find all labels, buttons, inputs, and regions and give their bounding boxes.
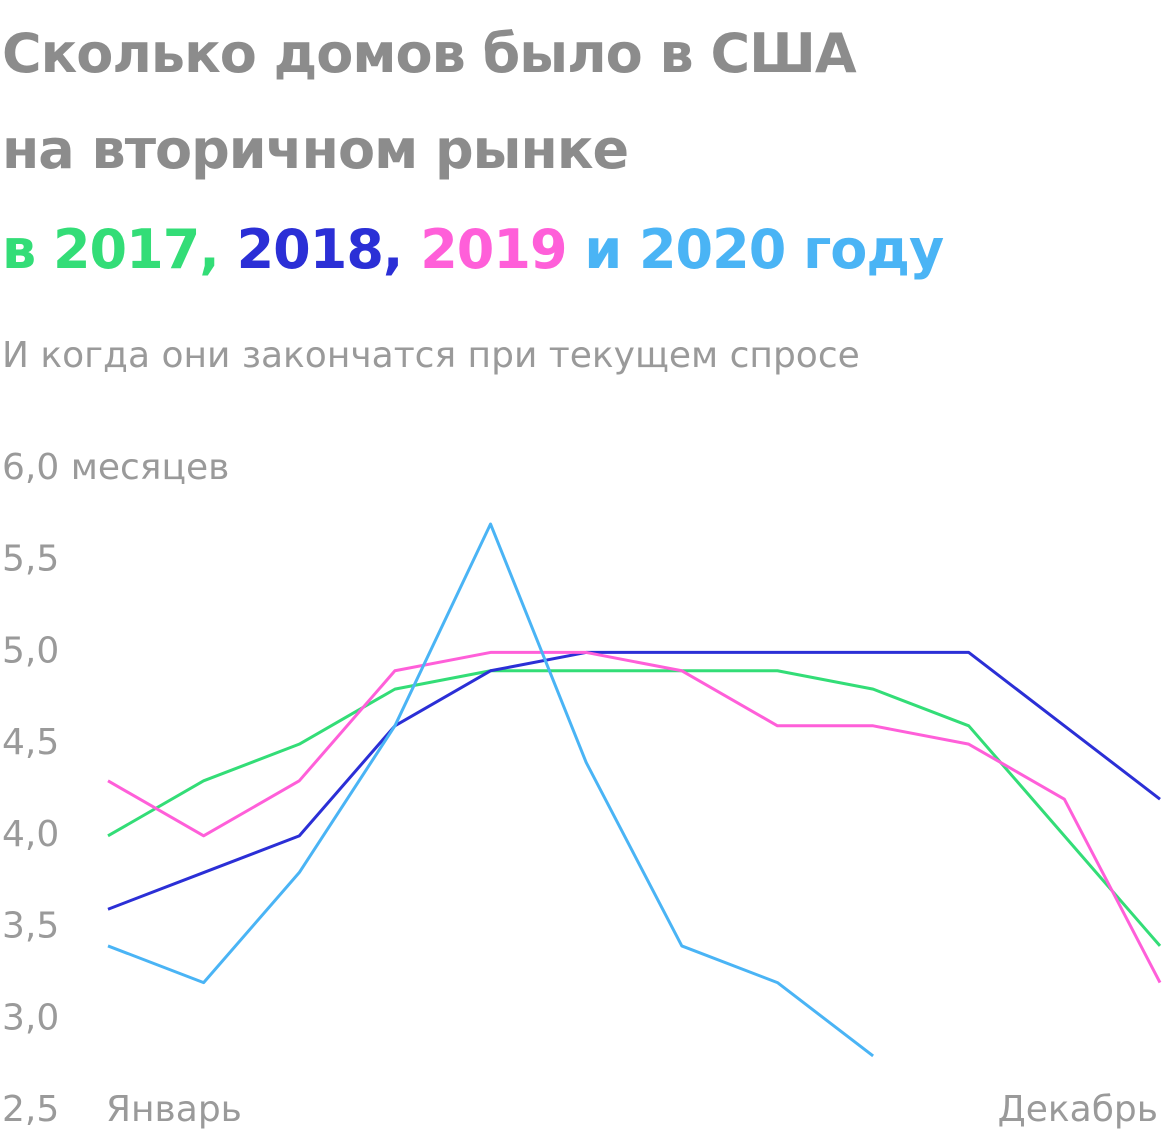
legend-text: , <box>199 218 237 281</box>
title-line: на вторичном рынке <box>2 118 629 181</box>
series-line <box>107 669 1162 947</box>
x-tick-label: Январь <box>106 1089 242 1130</box>
legend-text: году <box>785 218 944 281</box>
series-line <box>107 650 1161 911</box>
legend-entry: 2020 <box>638 218 786 281</box>
legend-text: в <box>2 218 53 281</box>
title-line: Сколько домов было в США <box>2 22 857 85</box>
legend: в 2017, 2018, 2019 и 2020 году <box>2 218 944 281</box>
legend-text: , <box>382 218 421 281</box>
y-tick-label: 4,5 <box>2 722 59 763</box>
y-tick-label: 2,5 <box>2 1089 59 1130</box>
legend-entry: 2017 <box>52 218 200 281</box>
y-tick-label: 3,5 <box>2 906 59 947</box>
y-tick-label: 4,0 <box>2 814 59 855</box>
legend-text: и <box>566 218 639 281</box>
x-tick-label: Декабрь <box>998 1089 1158 1130</box>
y-tick-label: 5,0 <box>2 630 59 671</box>
y-tick-label: 5,5 <box>2 539 59 580</box>
series-line <box>107 522 875 1058</box>
y-tick-label: 6,0 месяцев <box>2 447 229 488</box>
subtitle: И когда они закончатся при текущем спрос… <box>2 335 860 376</box>
series-line <box>107 650 1162 984</box>
legend-entry: 2018 <box>236 218 384 281</box>
legend-entry: 2019 <box>420 218 567 281</box>
y-tick-label: 3,0 <box>2 997 59 1038</box>
